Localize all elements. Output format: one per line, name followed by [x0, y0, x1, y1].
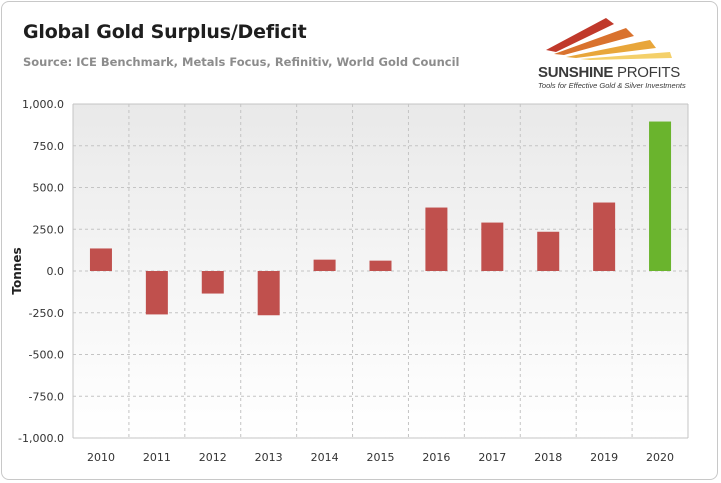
x-tick-label: 2019 [590, 451, 618, 464]
bar-2019 [593, 202, 616, 271]
y-tick-label: 500.0 [33, 182, 65, 195]
y-tick-labels: 1,000.0 750.0 500.0 250.0 0.0 -250.0 -500.0 -75… [18, 98, 64, 445]
y-tick-label: 750.0 [33, 140, 65, 153]
x-tick-label: 2015 [367, 451, 395, 464]
vertical-gridlines [72, 104, 689, 438]
y-tick-label: -250.0 [29, 307, 64, 320]
chart-subtitle: Source: ICE Benchmark, Metals Focus, Ref… [23, 55, 460, 69]
x-tick-label: 2013 [255, 451, 283, 464]
x-tick-label: 2012 [199, 451, 227, 464]
chart-title: Global Gold Surplus/Deficit [23, 21, 307, 43]
x-tick-label: 2014 [311, 451, 339, 464]
y-tick-label: 1,000.0 [22, 98, 64, 111]
y-tick-label: -1,000.0 [18, 432, 64, 445]
x-tick-label: 2018 [534, 451, 562, 464]
logo-word-1: SUNSHINE [538, 64, 614, 81]
bar-2014 [313, 259, 336, 271]
y-tick-label: 0.0 [47, 265, 65, 278]
bar-2010 [89, 248, 112, 271]
y-tick-label: -750.0 [29, 390, 64, 403]
y-tick-label: 250.0 [33, 223, 65, 236]
y-tick-label: -500.0 [29, 349, 64, 362]
bar-2011 [145, 271, 168, 315]
bar-2015 [369, 260, 392, 271]
bar-2020 [649, 121, 672, 271]
x-tick-label: 2020 [646, 451, 674, 464]
bar-2012 [201, 271, 224, 294]
x-tick-label: 2016 [422, 451, 450, 464]
bar-2013 [257, 271, 280, 316]
bar-2018 [537, 231, 560, 271]
bar-2017 [481, 222, 504, 271]
logo-tagline: Tools for Effective Gold & Silver Invest… [538, 81, 686, 90]
x-tick-label: 2017 [478, 451, 506, 464]
logo-wordmark: SUNSHINE PROFITS [538, 64, 680, 81]
sunshine-profits-logo-icon [546, 18, 672, 60]
horizontal-gridlines [73, 103, 688, 439]
y-axis-label: Tonnes [10, 247, 24, 294]
x-tick-label: 2011 [143, 451, 171, 464]
logo-word-2: PROFITS [617, 64, 680, 81]
x-tick-label: 2010 [87, 451, 115, 464]
x-tick-labels: 2010 2011 2012 2013 2014 2015 2016 2017 2018 2019… [87, 451, 674, 464]
bar-2016 [425, 207, 448, 271]
bars [89, 121, 672, 316]
